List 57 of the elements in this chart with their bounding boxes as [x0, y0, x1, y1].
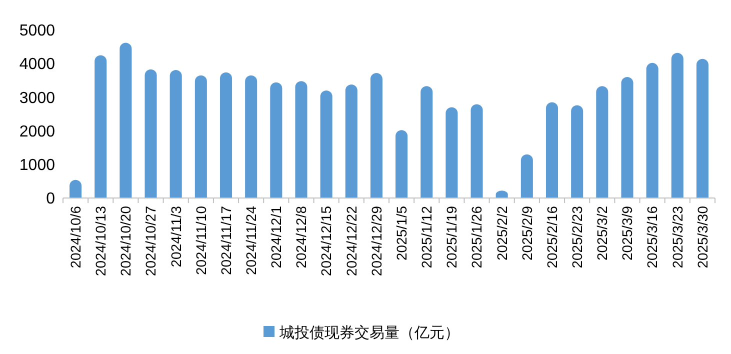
- bar: [520, 154, 533, 198]
- y-tick-label: 2000: [19, 123, 56, 140]
- bar: [220, 72, 232, 198]
- bar: [420, 86, 433, 198]
- bar: [144, 69, 157, 198]
- bar: [571, 105, 584, 198]
- legend-label: 城投债现券交易量（亿元）: [278, 324, 460, 342]
- bar: [270, 82, 282, 198]
- bar: [396, 130, 408, 198]
- x-tick-label: 2024/12/15: [318, 206, 334, 276]
- bar: [120, 42, 132, 198]
- bar: [170, 70, 182, 198]
- x-tick-label: 2024/11/17: [218, 206, 234, 276]
- x-tick-label: 2024/11/3: [168, 206, 184, 268]
- bar: [295, 81, 308, 198]
- bar: [646, 62, 658, 198]
- y-tick-label: 5000: [19, 22, 56, 40]
- x-tick-label: 2024/10/6: [67, 206, 84, 268]
- y-tick-label: 0: [46, 190, 56, 208]
- x-tick-label: 2025/3/16: [644, 206, 660, 268]
- bar: [194, 75, 207, 198]
- y-tick-label: 4000: [19, 56, 56, 74]
- x-tick-label: 2025/1/19: [444, 206, 460, 268]
- x-tick-label: 2024/10/27: [142, 206, 159, 276]
- x-tick-label: 2025/1/12: [418, 206, 435, 268]
- x-tick-label: 2025/1/26: [468, 206, 485, 268]
- x-tick-label: 2024/10/20: [118, 206, 134, 276]
- bar: [94, 55, 107, 198]
- bar: [596, 86, 608, 198]
- y-tick-label: 1000: [19, 157, 56, 174]
- x-tick-label: 2025/2/2: [494, 206, 510, 260]
- bar: [345, 84, 358, 198]
- x-tick-label: 2024/12/8: [293, 206, 310, 268]
- x-tick-label: 2025/3/23: [669, 206, 686, 268]
- bar: [446, 107, 458, 198]
- bar: [370, 73, 382, 198]
- x-tick-label: 2025/2/16: [544, 206, 560, 268]
- y-tick-label: 3000: [19, 90, 56, 107]
- bar: [546, 102, 558, 198]
- bar: [320, 90, 332, 198]
- x-tick-label: 2025/3/9: [619, 206, 636, 260]
- x-tick-label: 2024/12/22: [343, 206, 360, 276]
- bar: [470, 104, 483, 198]
- x-tick-label: 2024/10/13: [92, 206, 109, 276]
- x-tick-label: 2025/3/30: [694, 206, 710, 268]
- x-tick-label: 2025/1/5: [393, 206, 410, 260]
- x-tick-label: 2024/12/1: [268, 206, 284, 268]
- x-tick-label: 2025/3/2: [594, 206, 610, 260]
- x-tick-label: 2025/2/9: [518, 206, 535, 260]
- x-tick-label: 2024/12/29: [368, 206, 384, 276]
- bar: [245, 75, 258, 198]
- bar: [696, 58, 708, 198]
- x-tick-label: 2024/11/10: [192, 206, 209, 276]
- bar: [671, 52, 684, 198]
- x-tick-label: 2025/2/23: [568, 206, 585, 268]
- bar: [621, 77, 634, 198]
- x-tick-label: 2024/11/24: [242, 206, 259, 276]
